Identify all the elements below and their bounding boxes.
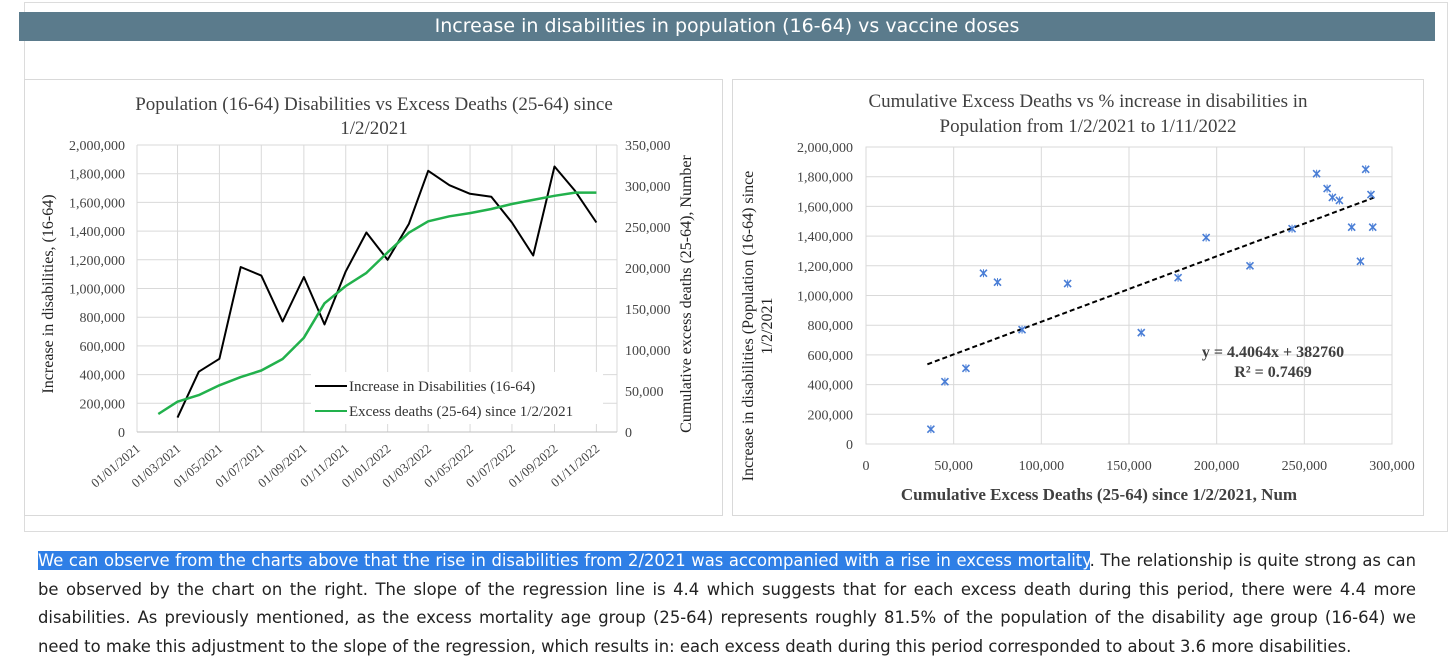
line-chart-y2-tick-label: 0	[625, 426, 632, 441]
scatter-point	[1245, 261, 1255, 270]
line-chart-legend: Increase in Disabilities (16-64) Excess …	[311, 372, 603, 424]
scatter-chart-title-line2: Population from 1/2/2021 to 1/11/2022	[940, 116, 1237, 137]
scatter-point	[1366, 190, 1376, 199]
scatter-chart-y-axis-title-line1: Increase in disabilities (Population (16…	[740, 171, 757, 482]
scatter-point	[1137, 328, 1146, 337]
scatter-point	[1356, 257, 1365, 266]
scatter-y-tick-label: 1,000,000	[797, 290, 853, 305]
line-chart-panel: Population (16-64) Disabilities vs Exces…	[24, 79, 723, 516]
line-chart-y-axis-title: Increase in disabilities, (16-64)	[40, 194, 57, 393]
scatter-point	[1017, 325, 1027, 334]
scatter-x-tick-label: 100,000	[1019, 459, 1065, 474]
scatter-y-tick-label: 1,800,000	[797, 171, 853, 186]
line-chart-y2-tick-label: 100,000	[625, 344, 671, 359]
line-chart-y-tick-label: 400,000	[80, 369, 126, 384]
line-chart-y-tick-label: 2,000,000	[69, 139, 125, 154]
line-chart-title-line2: 1/2/2021	[340, 118, 408, 139]
line-chart-y-tick-label: 200,000	[80, 397, 126, 412]
scatter-y-tick-label: 400,000	[808, 379, 854, 394]
line-chart-y2-tick-label: 350,000	[625, 139, 671, 154]
scatter-point	[1174, 273, 1183, 282]
line-chart-y2-ticks: 0 50,000 100,000 150,000 200,000 250,000 300,0…	[625, 139, 671, 441]
line-chart-y-tick-label: 1,800,000	[69, 168, 125, 183]
line-chart-y2-tick-label: 250,000	[625, 221, 671, 236]
scatter-chart-gridlines	[865, 146, 1393, 445]
scatter-chart-x-ticks: 0 50,000 100,000 150,000 200,000 250,000 300,0…	[863, 459, 1415, 474]
scatter-chart-x-axis-title: Cumulative Excess Deaths (25-64) since 1…	[901, 485, 1297, 504]
scatter-chart-panel: Cumulative Excess Deaths vs % increase i…	[732, 79, 1424, 516]
line-chart-title-line1: Population (16-64) Disabilities vs Exces…	[135, 94, 613, 115]
scatter-point	[940, 377, 949, 386]
scatter-point	[1335, 196, 1344, 205]
series-line-disabilities	[176, 165, 598, 419]
scatter-y-tick-label: 1,600,000	[797, 200, 853, 215]
line-chart-gridlines	[136, 144, 618, 433]
selected-text[interactable]: We can observe from the charts above tha…	[38, 551, 1090, 570]
series-line-excess-deaths	[157, 191, 597, 416]
line-chart-y-tick-label: 1,600,000	[69, 196, 125, 211]
scatter-point	[993, 278, 1002, 287]
line-chart-y-tick-label: 600,000	[80, 340, 126, 355]
scatter-y-tick-label: 1,400,000	[797, 230, 853, 245]
scatter-y-tick-label: 2,000,000	[797, 141, 853, 156]
scatter-point	[979, 269, 988, 278]
line-chart-y-tick-label: 800,000	[80, 311, 126, 326]
scatter-chart: Cumulative Excess Deaths vs % increase i…	[740, 91, 1415, 504]
scatter-x-tick-label: 300,000	[1369, 459, 1415, 474]
scatter-x-tick-label: 200,000	[1194, 459, 1240, 474]
line-chart-y2-tick-label: 300,000	[625, 180, 671, 195]
scatter-x-tick-label: 150,000	[1106, 459, 1152, 474]
scatter-point	[926, 425, 935, 434]
scatter-point	[1063, 279, 1072, 288]
line-chart-x-ticks: 01/01/202101/03/202101/05/202101/07/2021…	[88, 441, 602, 491]
line-chart-y2-axis-title: Cumulative excess deaths (25-64), Number	[678, 154, 695, 432]
scatter-point	[1361, 165, 1370, 174]
scatter-y-tick-label: 800,000	[808, 319, 854, 334]
scatter-point	[1323, 184, 1332, 193]
scatter-point	[1368, 223, 1377, 232]
scatter-point	[1312, 169, 1321, 178]
legend-label-excess-deaths: Excess deaths (25-64) since 1/2/2021	[349, 404, 573, 420]
line-chart-y-ticks: 0 200,000 400,000 600,000 800,000 1,000,000 1,…	[69, 139, 125, 441]
scatter-y-tick-label: 600,000	[808, 349, 854, 364]
line-chart-y-tick-label: 0	[118, 426, 125, 441]
scatter-chart-trendline	[927, 196, 1375, 366]
line-chart-y2-tick-label: 150,000	[625, 303, 671, 318]
line-chart-y-tick-label: 1,200,000	[69, 254, 125, 269]
line-chart-series	[157, 165, 598, 419]
scatter-x-tick-label: 250,000	[1282, 459, 1328, 474]
paragraph-text: . The relationship is quite strong as ca…	[38, 551, 1416, 656]
scatter-chart-y-ticks: 0 200,000 400,000 600,000 800,000 1,000,000 1,…	[797, 141, 853, 453]
regression-equation: y = 4.4064x + 382760	[1202, 344, 1344, 361]
scatter-chart-title-line1: Cumulative Excess Deaths vs % increase i…	[868, 91, 1308, 112]
scatter-y-tick-label: 200,000	[808, 408, 854, 423]
line-chart-y-tick-label: 1,000,000	[69, 283, 125, 298]
line-chart: Population (16-64) Disabilities vs Exces…	[40, 94, 695, 491]
scatter-point	[1202, 233, 1211, 242]
legend-label-disabilities: Increase in Disabilities (16-64)	[349, 379, 535, 395]
body-paragraph: We can observe from the charts above tha…	[38, 547, 1416, 661]
scatter-point	[1328, 193, 1337, 202]
r-squared: R² = 0.7469	[1234, 364, 1311, 381]
scatter-y-tick-label: 1,200,000	[797, 260, 853, 275]
line-chart-y-tick-label: 1,400,000	[69, 225, 125, 240]
scatter-y-tick-label: 0	[846, 438, 853, 453]
scatter-chart-y-axis-title-line2: 1/2/2021	[759, 298, 776, 355]
scatter-x-tick-label: 0	[863, 459, 870, 474]
legend-box	[311, 372, 603, 424]
line-chart-y2-tick-label: 200,000	[625, 262, 671, 277]
scatter-point	[1287, 224, 1297, 233]
page-title: Increase in disabilities in population (…	[19, 12, 1435, 41]
regression-trendline	[927, 196, 1375, 366]
scatter-point	[961, 364, 971, 373]
scatter-point	[1347, 223, 1356, 232]
scatter-x-tick-label: 50,000	[934, 459, 973, 474]
line-chart-y2-tick-label: 50,000	[625, 385, 664, 400]
scatter-chart-points	[926, 165, 1377, 434]
